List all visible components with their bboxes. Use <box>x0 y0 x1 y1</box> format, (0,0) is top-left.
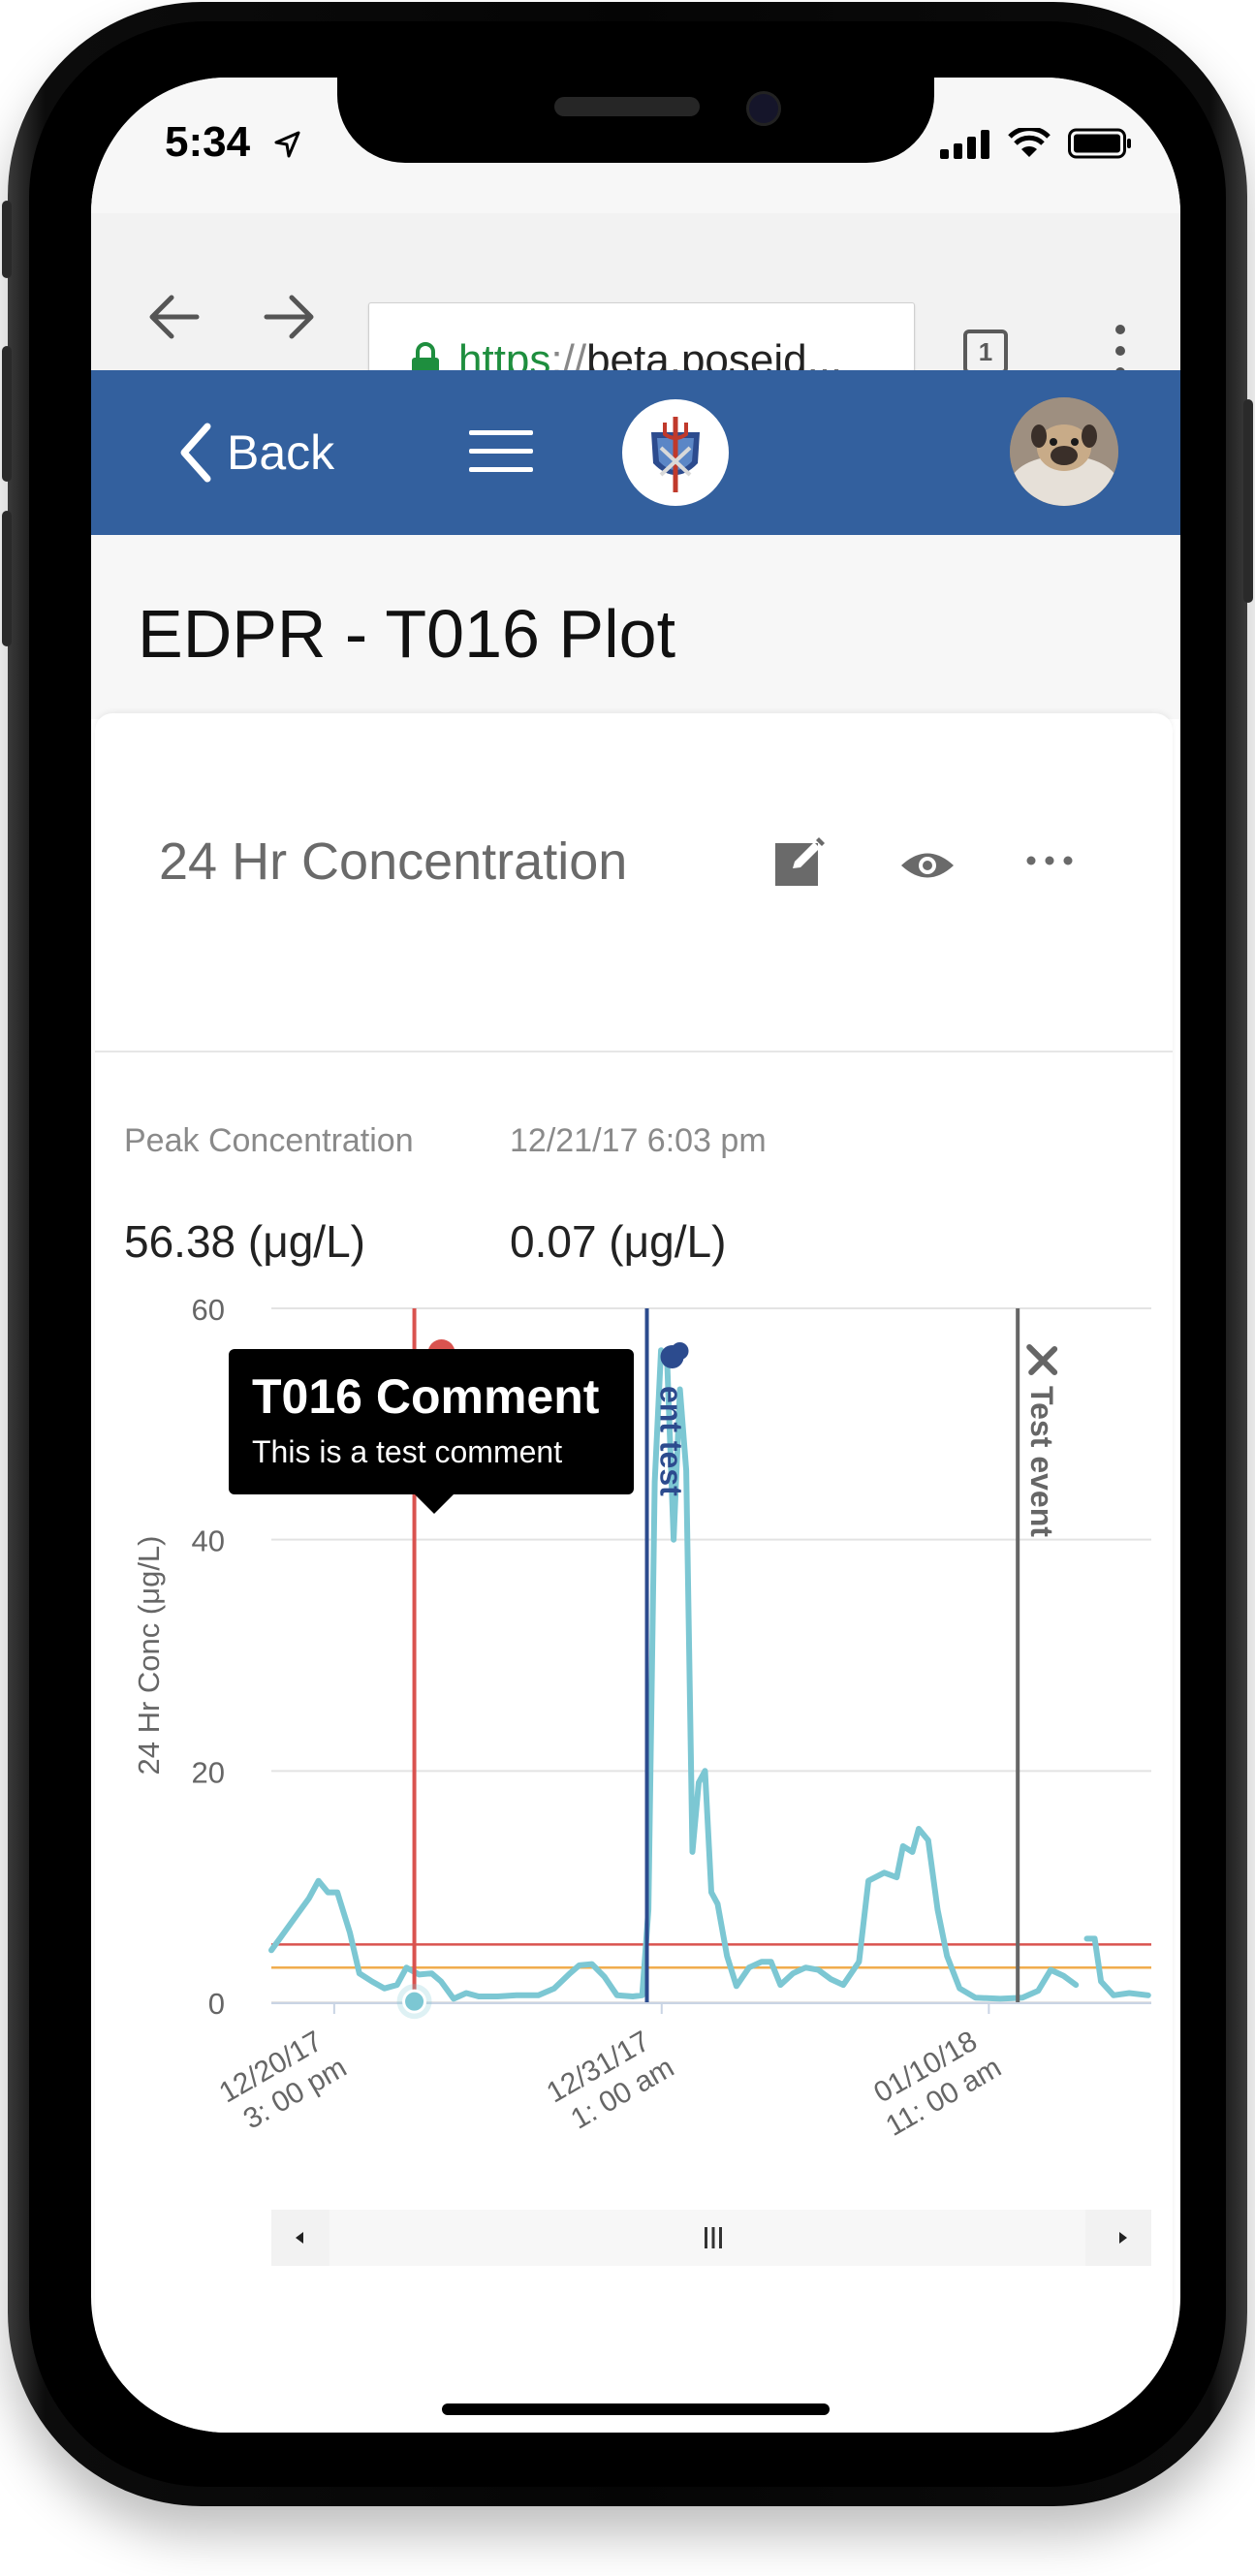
view-button[interactable] <box>899 849 956 897</box>
app-logo[interactable] <box>622 399 729 506</box>
card-title: 24 Hr Concentration <box>159 832 628 891</box>
concentration-chart[interactable]: 0 20 40 60 24 Hr Conc (μg/L) 12/20/173: 00 pm… <box>91 78 1180 2307</box>
speaker-grille <box>554 97 700 116</box>
tools-icon-stroke <box>1026 1344 1058 1375</box>
y-tick-label: 60 <box>192 1293 225 1327</box>
event-label: Test event <box>1024 1386 1059 1537</box>
y-tick-label: 0 <box>208 1987 225 2021</box>
power-button <box>1243 399 1253 603</box>
scroll-right-arrow-icon[interactable] <box>1118 2231 1128 2245</box>
screen: 5:34 <box>91 78 1180 2433</box>
avatar-photo-icon <box>1010 397 1118 506</box>
y-axis-label: 24 Hr Conc (μg/L) <box>132 1535 166 1775</box>
home-indicator <box>442 2403 830 2415</box>
card-divider <box>95 1051 1173 1052</box>
stat-label-selected: 12/21/17 6:03 pm <box>510 1122 767 1159</box>
menu-line <box>469 430 533 435</box>
browser-toolbar: https://beta.poseid... 1 <box>91 213 1180 419</box>
user-avatar[interactable] <box>1010 397 1118 506</box>
volume-down-button <box>2 511 12 646</box>
stat-label-peak: Peak Concentration <box>124 1122 414 1159</box>
back-label: Back <box>227 425 335 480</box>
mute-switch <box>2 201 12 278</box>
location-arrow-icon <box>274 131 300 158</box>
cellular-signal-icon <box>940 130 989 159</box>
tooltip-title: T016 Comment <box>252 1369 600 1424</box>
y-tick-label: 20 <box>192 1755 225 1789</box>
series-line <box>268 1347 1080 2002</box>
menu-line <box>469 449 533 454</box>
scrollbar-thumb[interactable] <box>329 2210 1085 2266</box>
stat-value-peak: 56.38 (μg/L) <box>124 1216 365 1267</box>
series-line <box>1083 1935 1151 1998</box>
browser-forward-button[interactable] <box>256 283 324 351</box>
chart-scrollbar[interactable] <box>271 2210 1151 2266</box>
app-navbar: Back <box>91 370 1180 535</box>
page-header: EDPR - T016 Plot <box>91 535 1180 719</box>
y-tick-label: 40 <box>192 1524 225 1558</box>
x-tick-label: 12/31/171: 00 am <box>542 2021 680 2139</box>
battery-icon <box>1068 128 1131 159</box>
edit-button[interactable] <box>773 835 826 886</box>
phone-frame: 5:34 <box>2 2 1253 2506</box>
event-label: ent test <box>654 1386 689 1496</box>
hamburger-menu-button[interactable] <box>469 430 533 475</box>
back-button[interactable]: Back <box>178 419 334 487</box>
stat-value-selected: 0.07 (μg/L) <box>510 1216 727 1267</box>
comment-bubble-icon[interactable] <box>671 1342 689 1360</box>
chart-card: 24 Hr Concentration <box>95 713 1173 2433</box>
browser-back-button[interactable] <box>140 283 207 351</box>
status-time: 5:34 <box>165 118 251 166</box>
highlight-point[interactable] <box>402 1989 427 2014</box>
arrow-left-icon <box>149 295 200 339</box>
more-options-button[interactable] <box>1025 854 1074 902</box>
event-tooltip: T016 Comment This is a test comment <box>229 1349 634 1514</box>
notch <box>337 78 934 163</box>
x-tick-label: 12/20/173: 00 pm <box>214 2021 353 2139</box>
more-horizontal-icon <box>1026 856 1073 865</box>
chevron-left-icon <box>180 423 211 483</box>
tooltip-body: This is a test comment <box>252 1434 563 1469</box>
page-title: EDPR - T016 Plot <box>138 596 676 672</box>
eye-icon <box>901 853 954 878</box>
wifi-icon <box>1008 128 1051 157</box>
x-tick-label: 01/10/1811: 00 am <box>863 2021 1007 2142</box>
edit-icon <box>775 837 825 886</box>
grip-icon <box>705 2227 722 2248</box>
volume-up-button <box>2 346 12 482</box>
scroll-left-arrow-icon[interactable] <box>295 2231 304 2245</box>
tooltip-arrow <box>413 1492 455 1514</box>
front-camera <box>746 91 781 126</box>
trident-shield-logo-icon <box>651 417 700 492</box>
arrow-right-icon <box>264 295 314 339</box>
menu-line <box>469 467 533 472</box>
status-icons <box>940 128 1132 159</box>
tools-icon <box>1026 1344 1058 1375</box>
